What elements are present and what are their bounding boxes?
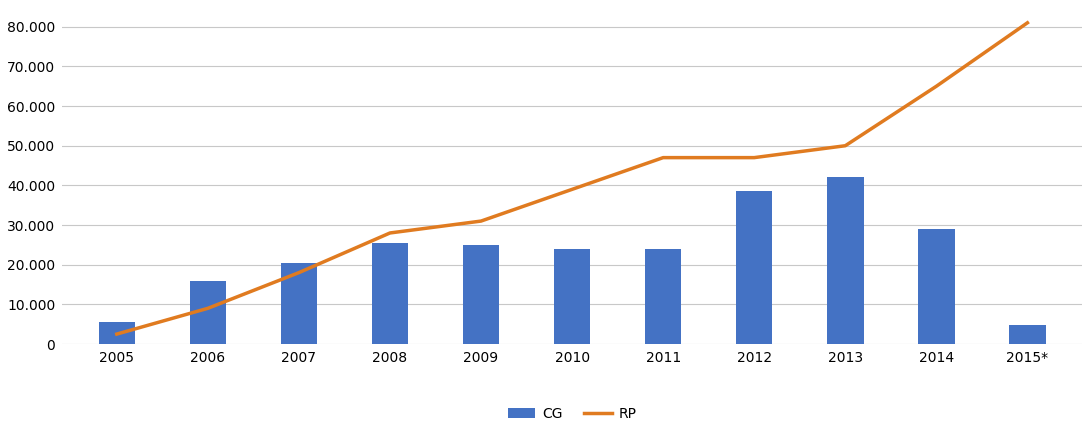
- Bar: [189, 280, 227, 344]
- Legend: CG, RP: CG, RP: [502, 402, 643, 427]
- RP: [657, 155, 670, 160]
- Bar: [463, 245, 499, 344]
- Bar: [645, 249, 682, 344]
- Bar: [736, 191, 772, 344]
- RP: [839, 143, 852, 148]
- Bar: [281, 263, 317, 344]
- RP: [292, 270, 305, 275]
- Bar: [371, 243, 408, 344]
- Bar: [918, 229, 955, 344]
- RP: [565, 187, 578, 192]
- RP: [201, 306, 215, 311]
- Bar: [827, 178, 864, 344]
- Bar: [1010, 325, 1045, 344]
- Bar: [554, 249, 590, 344]
- RP: [383, 230, 396, 236]
- RP: [748, 155, 761, 160]
- RP: [110, 332, 123, 337]
- Bar: [99, 322, 135, 344]
- RP: [1020, 20, 1033, 25]
- RP: [475, 218, 488, 224]
- Line: RP: RP: [117, 23, 1027, 334]
- RP: [930, 84, 943, 89]
